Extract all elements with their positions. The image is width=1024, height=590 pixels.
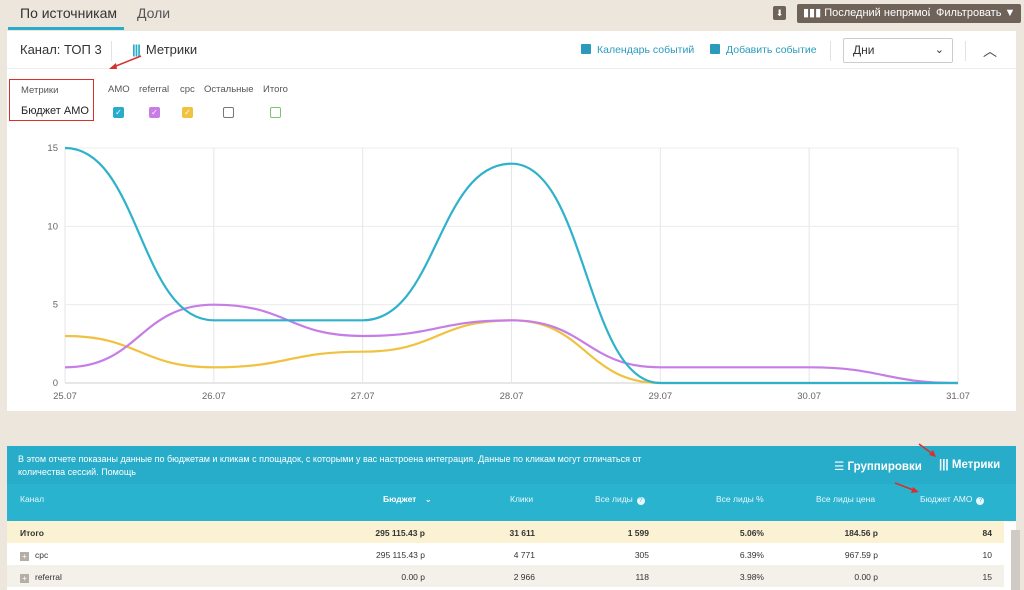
legend-checkbox-other[interactable] <box>223 107 234 118</box>
filter-icon: ▼ <box>1004 7 1016 19</box>
download-icon[interactable]: ⬇ <box>773 6 786 20</box>
line-chart: 0 5 10 15 25.07 26.07 27.07 28.07 29.07 30.07 31.0… <box>47 143 969 402</box>
chevron-down-icon: ⌄ <box>424 494 432 504</box>
x-tick-label: 29.07 <box>648 391 672 402</box>
col-budget[interactable]: Бюджет ⌄ <box>383 494 432 504</box>
legend-label-amo: AMO <box>108 84 130 95</box>
bar-chart-icon: ▮▮▮ <box>803 7 825 19</box>
col-channel[interactable]: Канал <box>20 494 45 504</box>
help-icon[interactable]: ? <box>976 497 985 505</box>
col-clicks[interactable]: Клики <box>510 494 534 504</box>
x-tick-label: 31.07 <box>946 391 970 402</box>
x-tick-label: 30.07 <box>797 391 821 402</box>
legend-label-referral: referral <box>139 84 170 95</box>
tab-by-sources[interactable]: По источникам <box>20 5 117 21</box>
table-row[interactable]: + referral 0.00 р 2 966 118 3.98% 0.00 р … <box>7 565 1004 587</box>
report-info-text: В этом отчете показаны данные по бюджета… <box>18 454 642 477</box>
metric-selector-value: Бюджет АМО <box>21 105 89 117</box>
col-all-leads-price[interactable]: Все лиды цена <box>816 494 876 504</box>
grouping-button[interactable]: ☰ Группировки <box>834 461 922 473</box>
col-all-leads-pct[interactable]: Все лиды % <box>716 494 764 504</box>
legend-checkbox-total[interactable] <box>270 107 281 118</box>
divider <box>965 41 966 61</box>
report-info-bar: В этом отчете показаны данные по бюджета… <box>7 446 1016 484</box>
table-metrics-button[interactable]: ||| Метрики <box>939 459 1001 471</box>
active-tab-underline <box>8 27 124 30</box>
add-calendar-icon <box>710 44 720 54</box>
top-bar: По источникам Доли ⬇ ▮▮▮ Последний непря… <box>0 0 1024 30</box>
x-tick-label: 27.07 <box>351 391 375 402</box>
divider <box>830 41 831 61</box>
metric-selector-label: Метрики <box>21 85 59 96</box>
x-tick-label: 25.07 <box>53 391 77 402</box>
legend-label-cpc: cpc <box>180 84 195 95</box>
col-all-leads[interactable]: Все лиды? <box>595 494 645 505</box>
expand-icon[interactable]: + <box>20 574 29 583</box>
y-tick-label: 10 <box>47 221 58 232</box>
table-row[interactable]: + cpc 295 115.43 р 4 771 305 6.39% 967.59… <box>7 543 1004 565</box>
annotation-arrow <box>918 443 936 457</box>
tab-shares[interactable]: Доли <box>137 5 171 21</box>
y-tick-label: 5 <box>53 300 58 311</box>
table-header: Канал Бюджет ⌄ Клики Все лиды? Все лиды … <box>7 484 1016 521</box>
event-calendar-link[interactable]: Календарь событий <box>581 44 694 56</box>
metric-selector[interactable]: Метрики Бюджет АМО <box>9 79 94 121</box>
list-icon: ☰ <box>834 461 848 473</box>
series-line-referral <box>64 303 959 385</box>
calendar-icon <box>581 44 591 54</box>
chart-panel-header: Канал: ТОП 3 ||| Метрики Календарь событи… <box>7 31 1016 69</box>
chart-grid <box>64 147 959 384</box>
expand-icon[interactable]: + <box>20 552 29 561</box>
add-event-link[interactable]: Добавить событие <box>710 44 817 56</box>
period-select[interactable]: Дни ⌄ <box>843 38 953 63</box>
columns-icon: ||| <box>939 459 952 471</box>
legend-checkbox-amo[interactable]: ✓ <box>113 107 124 118</box>
chart-labels: 0 5 10 15 25.07 26.07 27.07 28.07 29.07 30.07 31.0… <box>47 143 969 402</box>
x-tick-label: 26.07 <box>202 391 226 402</box>
report-table-panel: В этом отчете показаны данные по бюджета… <box>7 446 1020 590</box>
col-budget-amo[interactable]: Бюджет АМО? <box>920 494 985 505</box>
series-line-amo <box>64 146 958 385</box>
legend-checkbox-cpc[interactable]: ✓ <box>182 107 193 118</box>
legend-label-total: Итого <box>263 84 288 95</box>
help-icon[interactable]: ? <box>636 497 645 505</box>
table-scrollbar[interactable] <box>1011 530 1020 590</box>
divider <box>111 41 112 61</box>
x-tick-label: 28.07 <box>500 391 524 402</box>
annotation-arrow <box>894 482 919 493</box>
filter-button[interactable]: Фильтровать ▼ <box>930 4 1022 23</box>
chart-series <box>64 146 959 385</box>
table-row-total: Итого 295 115.43 р 31 611 1 599 5.06% 18… <box>7 521 1004 543</box>
chevron-up-icon[interactable]: ︿ <box>983 43 997 59</box>
attribution-model-button[interactable]: ▮▮▮ Последний непрямой <box>797 4 940 23</box>
metrics-toggle[interactable]: ||| Метрики <box>132 42 198 57</box>
channel-title: Канал: ТОП 3 <box>20 42 102 57</box>
legend-label-other: Остальные <box>204 84 254 95</box>
annotation-arrow <box>109 55 142 69</box>
chart-panel: Канал: ТОП 3 ||| Метрики Календарь событи… <box>7 31 1016 411</box>
columns-icon: ||| <box>132 42 141 57</box>
y-tick-label: 0 <box>53 378 58 389</box>
chevron-down-icon: ⌄ <box>934 44 944 56</box>
legend-checkbox-referral[interactable]: ✓ <box>149 107 160 118</box>
y-tick-label: 15 <box>47 143 58 154</box>
